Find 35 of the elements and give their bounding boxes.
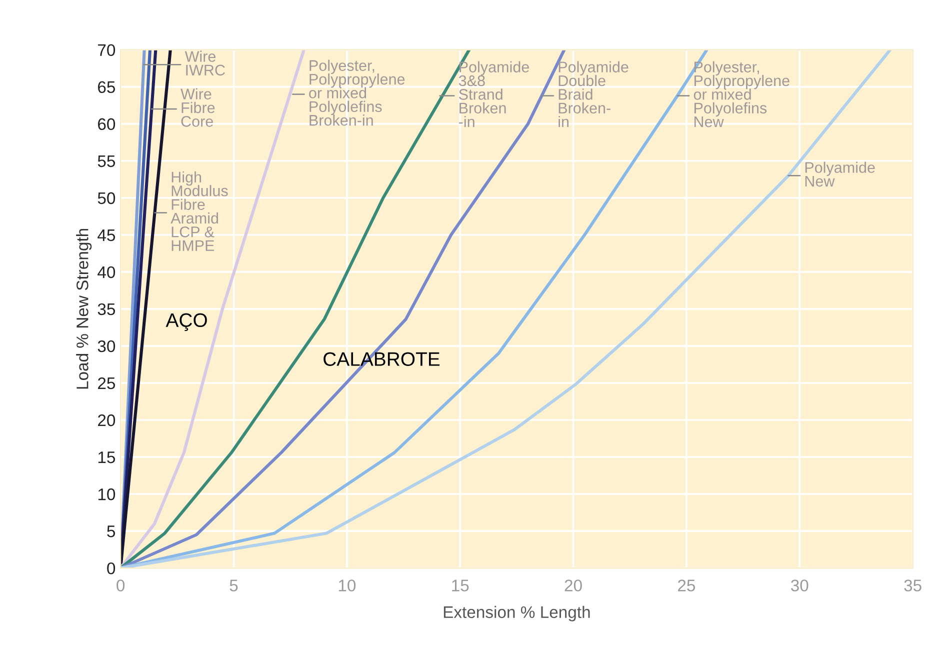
annotation: Polyester, Polypropylene or mixed Polyolefins New xyxy=(694,61,790,128)
annotation: High Modulus Fibre Aramid LCP & HMPE xyxy=(170,171,228,251)
x-tick-label: 5 xyxy=(230,580,238,592)
y-tick-label: 5 xyxy=(107,526,116,538)
y-tick-label: 70 xyxy=(98,44,116,56)
y-tick-label: 60 xyxy=(98,118,116,130)
annotation: Polyamide Double Braid Broken- in xyxy=(558,61,628,128)
x-tick-label: 25 xyxy=(678,580,696,592)
x-tick-label: 10 xyxy=(338,580,356,592)
y-tick-label: 40 xyxy=(98,266,116,278)
y-tick-label: 35 xyxy=(98,303,116,316)
annotation: AÇO xyxy=(166,313,207,331)
x-tick-label: 20 xyxy=(564,580,582,592)
x-tick-label: 30 xyxy=(790,580,808,592)
y-tick-label: 30 xyxy=(98,340,116,352)
y-tick-label: 65 xyxy=(98,81,116,94)
y-tick-label: 15 xyxy=(98,452,116,464)
x-axis-title: Extension % Length xyxy=(444,606,590,622)
y-tick-label: 50 xyxy=(98,192,116,204)
annotation: Wire Fibre Core xyxy=(180,88,215,127)
x-tick-label: 35 xyxy=(904,580,922,592)
annotation: Polyamide 3&8 Strand Broken -in xyxy=(458,61,529,128)
annotation: CALABROTE xyxy=(324,352,440,366)
y-tick-label: 55 xyxy=(98,155,116,168)
y-tick-label: 25 xyxy=(98,377,116,390)
x-tick-label: 15 xyxy=(452,580,469,592)
annotation: Polyamide New xyxy=(805,162,875,187)
y-tick-label: 20 xyxy=(98,414,116,426)
x-tick-label: 0 xyxy=(116,580,125,592)
annotation: Polyester, Polypropylene or mixed Polyolefins Broken-in xyxy=(309,60,405,126)
annotation: Wire IWRC xyxy=(184,50,225,76)
y-axis-title: Load % New Strength xyxy=(76,228,92,389)
y-tick-label: 10 xyxy=(98,488,116,500)
y-tick-label: 0 xyxy=(107,562,116,574)
y-tick-label: 45 xyxy=(98,229,116,242)
